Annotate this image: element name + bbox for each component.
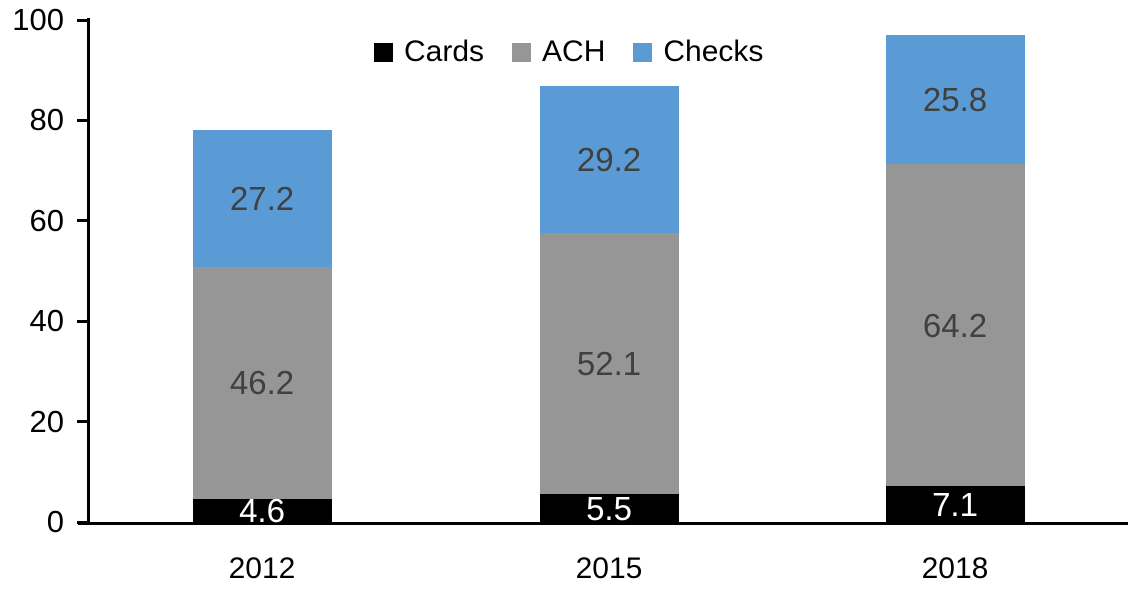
- bar-segment-checks: 29.2: [539, 86, 679, 233]
- y-axis-tick-mark: [77, 118, 88, 122]
- legend-item-checks: Checks: [633, 36, 763, 68]
- bar-segment-checks: 27.2: [192, 130, 332, 267]
- bar-value-label: 64.2: [922, 306, 988, 344]
- y-axis-line: [87, 18, 90, 525]
- legend: Cards ACH Checks: [374, 36, 763, 68]
- legend-item-cards: Cards: [374, 36, 484, 68]
- legend-label: Checks: [663, 35, 764, 68]
- bar-segment-ach: 46.2: [192, 266, 332, 499]
- y-axis-tick-label: 20: [29, 403, 64, 439]
- y-axis-tick-mark: [77, 219, 88, 223]
- bar-segment-ach: 64.2: [885, 164, 1025, 487]
- x-axis-category-label: 2015: [575, 552, 643, 585]
- y-axis-tick-label: 0: [46, 504, 64, 539]
- legend-swatch-ach-icon: [512, 42, 532, 62]
- bar-value-label: 5.5: [586, 489, 632, 527]
- legend-swatch-checks-icon: [633, 42, 653, 62]
- y-axis-tick-mark: [77, 18, 88, 22]
- bar-value-label: 4.6: [239, 491, 285, 529]
- bar-segment-checks: 25.8: [885, 34, 1025, 165]
- x-axis-line: [78, 522, 1128, 525]
- y-axis-tick-label: 40: [29, 303, 64, 339]
- bar-segment-cards: 7.1: [885, 485, 1025, 523]
- bar-value-label: 29.2: [576, 141, 642, 179]
- y-axis-tick-mark: [77, 520, 88, 524]
- legend-label: ACH: [542, 35, 606, 68]
- legend-item-ach: ACH: [512, 36, 605, 68]
- y-axis-tick-label: 100: [12, 2, 64, 37]
- bar-value-label: 7.1: [932, 485, 978, 523]
- x-axis-category-label: 2012: [228, 552, 296, 585]
- y-axis-tick-label: 80: [29, 102, 64, 138]
- legend-label: Cards: [404, 35, 485, 68]
- legend-swatch-cards-icon: [374, 42, 393, 62]
- y-axis-tick-mark: [77, 420, 88, 424]
- bar-segment-ach: 52.1: [539, 232, 679, 495]
- bar-segment-cards: 4.6: [192, 494, 332, 527]
- bar-value-label: 46.2: [229, 364, 295, 402]
- bar-segment-cards: 5.5: [539, 489, 679, 527]
- x-axis-category-label: 2018: [921, 552, 989, 585]
- bar-value-label: 27.2: [229, 180, 295, 218]
- bar-value-label: 52.1: [576, 345, 642, 383]
- y-axis-tick-label: 60: [29, 202, 64, 238]
- y-axis-tick-mark: [77, 319, 88, 323]
- bar-value-label: 25.8: [922, 80, 988, 118]
